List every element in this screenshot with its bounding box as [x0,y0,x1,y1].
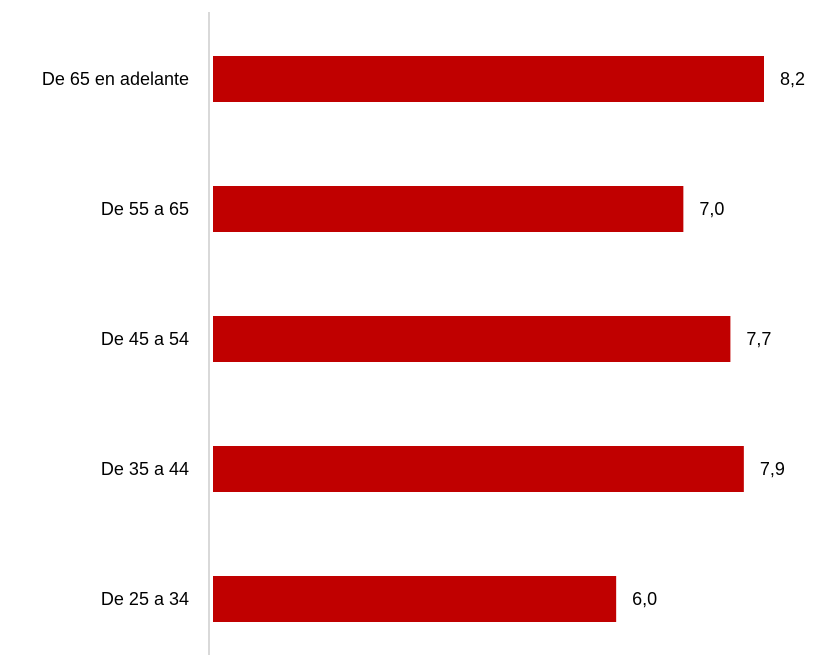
value-labels-group: 8,2 7,0 7,7 7,9 6,0 [632,69,805,609]
category-label: De 35 a 44 [101,459,189,479]
bar [213,576,617,622]
bar [213,316,731,362]
bars-group [213,56,764,622]
value-label: 7,9 [760,459,785,479]
bar [213,186,684,232]
value-label: 7,7 [746,329,771,349]
category-label: De 55 a 65 [101,199,189,219]
value-label: 8,2 [780,69,805,89]
value-label: 7,0 [699,199,724,219]
bar [213,56,764,102]
category-label: De 65 en adelante [42,69,189,89]
value-label: 6,0 [632,589,657,609]
category-labels-group: De 65 en adelante De 55 a 65 De 45 a 54 De … [42,69,189,609]
bar [213,446,744,492]
category-label: De 25 a 34 [101,589,189,609]
category-label: De 45 a 54 [101,329,189,349]
